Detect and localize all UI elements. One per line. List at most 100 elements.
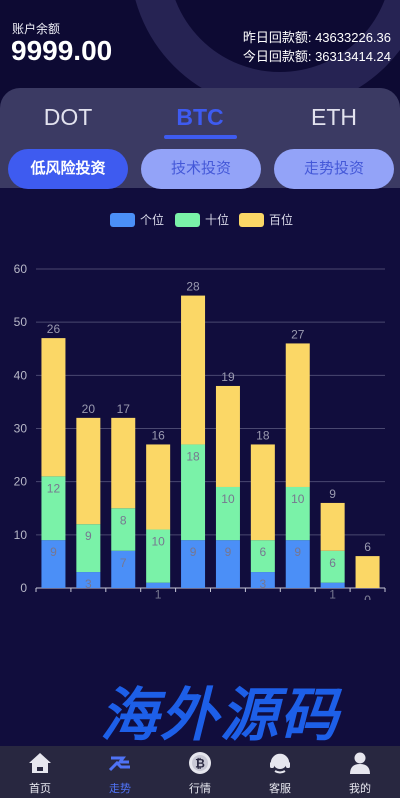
bar-segment (41, 476, 66, 541)
watermark-text: 海外源码 (100, 681, 341, 749)
bar-segment (76, 417, 101, 525)
nav-market-label: 行情 (189, 783, 211, 795)
trend-invest-button[interactable]: 走势投资 (274, 149, 394, 189)
bar-segment (215, 486, 240, 541)
nav-home[interactable]: 首页 (0, 746, 80, 798)
y-tick-label: 40 (14, 368, 28, 382)
today-return: 今日回款额: 36313414.24 (243, 46, 391, 65)
legend-label: 十位 (205, 212, 229, 227)
legend-swatch (175, 213, 200, 227)
bar-segment (146, 444, 171, 530)
nav-market[interactable]: ₿ 行情 (160, 746, 240, 798)
active-tab-indicator (164, 135, 237, 139)
bar-segment (76, 572, 101, 588)
data-label: 9 (225, 545, 232, 559)
bar-top-label: 6 (364, 540, 371, 554)
bar-segment (111, 550, 136, 588)
data-label: 1 (329, 588, 336, 600)
bar-top-label: 20 (82, 402, 96, 416)
bar-segment (250, 444, 275, 541)
bar-top-label: 16 (151, 428, 165, 442)
y-tick-label: 0 (20, 581, 27, 595)
data-label: 10 (291, 492, 305, 506)
bar-segment (181, 444, 206, 541)
balance-value: 9999.00 (11, 35, 113, 66)
bar-segment (146, 529, 171, 583)
stacked-bar-chart: 0 10 20 30 40 50 60 个位 十位 百位 9 12 26 3 9 20 7 8 17 1 10 16 9 18… (0, 200, 400, 600)
bar-segment (146, 582, 171, 588)
nav-profile[interactable]: 我的 (320, 746, 400, 798)
bar-segment (215, 385, 240, 487)
bar-segment (215, 540, 240, 588)
trend-icon (108, 751, 132, 775)
yesterday-return: 昨日回款额: 43633226.36 (243, 27, 391, 46)
y-tick-label: 20 (14, 475, 28, 489)
y-tick-label: 60 (14, 262, 28, 276)
bar-segment (285, 486, 310, 541)
bar-segment (41, 540, 66, 588)
legend-swatch (239, 213, 264, 227)
y-tick-label: 10 (14, 528, 28, 542)
nav-trend[interactable]: 走势 (80, 746, 160, 798)
tab-dot[interactable]: DOT (43, 104, 93, 130)
y-tick-label: 30 (14, 422, 28, 436)
bar-segment (355, 556, 380, 588)
low-risk-button[interactable]: 低风险投资 (8, 149, 128, 189)
svg-text:₿: ₿ (195, 757, 205, 771)
data-label: 3 (85, 577, 92, 591)
tech-invest-button[interactable]: 技术投资 (141, 149, 261, 189)
data-label: 0 (364, 593, 371, 600)
bar-segment (250, 572, 275, 588)
bar-top-label: 18 (256, 428, 270, 442)
tab-btc[interactable]: BTC (176, 104, 224, 130)
data-label: 12 (47, 481, 61, 495)
legend-label: 个位 (140, 212, 164, 227)
bar-segment (285, 540, 310, 588)
y-tick-label: 50 (14, 315, 28, 329)
data-label: 9 (294, 545, 301, 559)
yesterday-return-label: 昨日回款额: (242, 30, 312, 45)
bar-segment (320, 502, 345, 551)
bar-segment (285, 343, 310, 487)
data-label: 18 (186, 449, 200, 463)
today-return-value: 36313414.24 (315, 49, 391, 64)
data-label: 10 (221, 492, 235, 506)
bar-top-label: 28 (186, 280, 200, 294)
data-label: 6 (260, 545, 267, 559)
legend-label: 百位 (269, 212, 293, 227)
bar-segment (181, 295, 206, 445)
bar-segment (181, 540, 206, 588)
bar-top-label: 17 (117, 402, 131, 416)
bar-segment (111, 508, 136, 551)
nav-support-label: 客服 (269, 783, 291, 795)
bar-segment (250, 540, 275, 573)
bar-top-label: 9 (329, 487, 336, 501)
data-label: 3 (260, 577, 267, 591)
headset-icon (268, 751, 292, 775)
today-return-label: 今日回款额: (242, 49, 312, 64)
bitcoin-icon: ₿ (188, 751, 212, 775)
bar-segment (320, 582, 345, 588)
home-icon (28, 751, 52, 775)
bottom-nav: 首页 走势 ₿ 行情 (0, 746, 400, 798)
data-label: 8 (120, 513, 127, 527)
tab-eth[interactable]: ETH (311, 104, 357, 130)
bar-top-label: 19 (221, 370, 235, 384)
data-label: 9 (50, 545, 57, 559)
bar-top-label: 27 (291, 327, 305, 341)
data-label: 9 (85, 529, 92, 543)
data-label: 1 (155, 588, 162, 600)
nav-profile-label: 我的 (349, 783, 371, 795)
nav-support[interactable]: 客服 (240, 746, 320, 798)
data-label: 9 (190, 545, 197, 559)
nav-trend-label: 走势 (109, 783, 131, 795)
bar-segment (111, 417, 136, 509)
bar-top-label: 26 (47, 322, 61, 336)
data-label: 6 (329, 556, 336, 570)
data-label: 7 (120, 556, 127, 570)
legend-swatch (110, 213, 135, 227)
nav-home-label: 首页 (29, 783, 51, 795)
yesterday-return-value: 43633226.36 (315, 30, 391, 45)
data-label: 10 (151, 535, 165, 549)
